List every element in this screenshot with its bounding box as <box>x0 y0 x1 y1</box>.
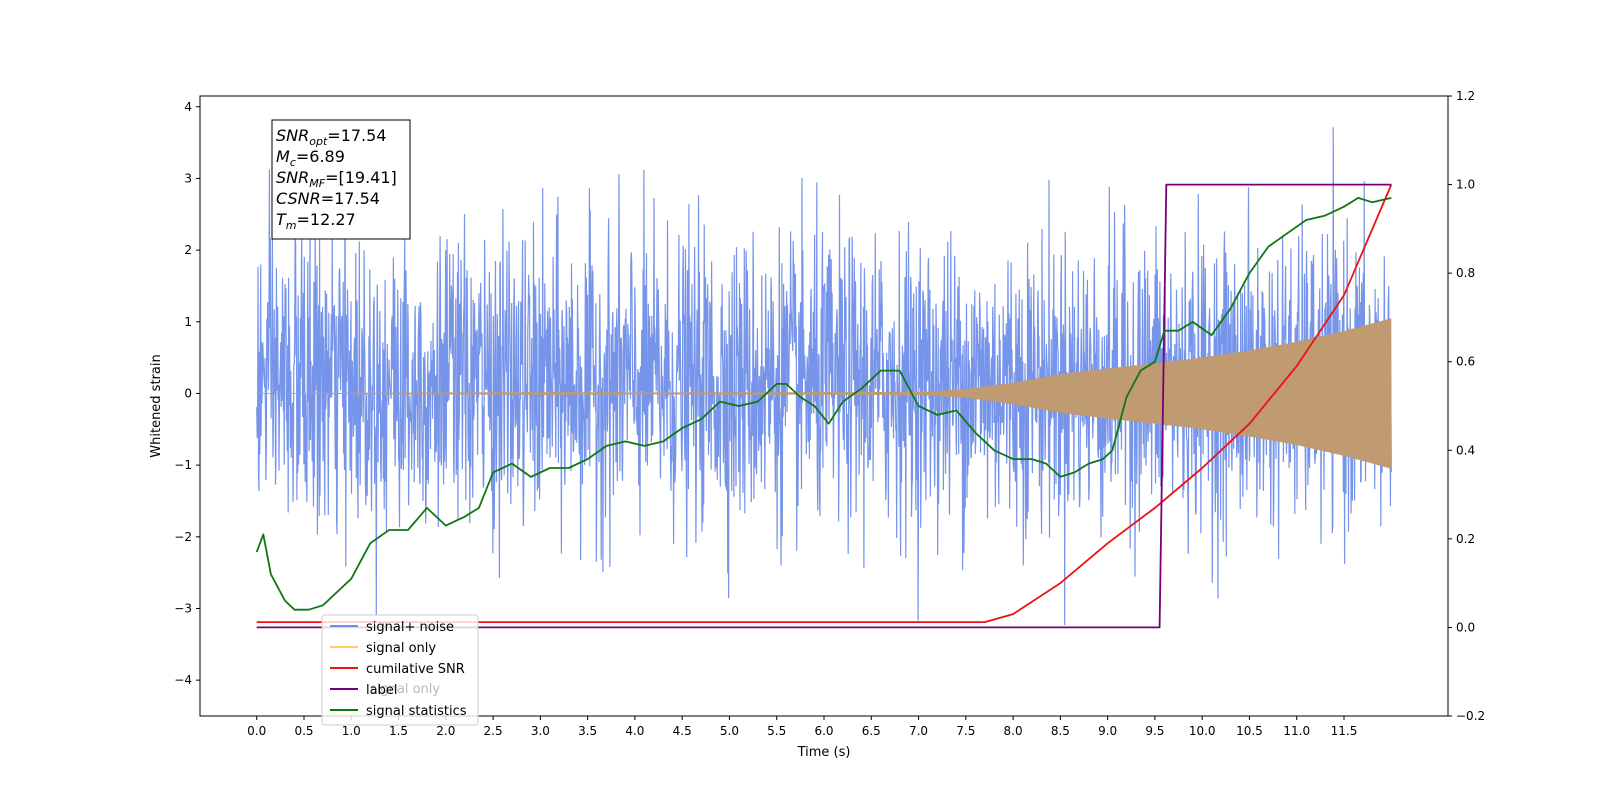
y-tick-label: 1 <box>184 315 192 329</box>
series-layer <box>255 127 1393 629</box>
y-axis-label: Whitened strain <box>149 354 164 457</box>
y-tick-label: 3 <box>184 171 192 185</box>
annotation-line: SNRopt=17.54 <box>276 126 387 148</box>
y-right-tick-label: 1.2 <box>1456 89 1475 103</box>
y-right-tick-label: 0.8 <box>1456 266 1475 280</box>
y-tick-label: −2 <box>174 530 192 544</box>
series-signal-noise-line <box>256 127 1392 626</box>
axes-layer: 0.0 0.5 1.0 1.5 2.0 2.5 3.0 3.5 4.0 4.5 5.0 5.5 6.0 6… <box>174 89 1485 738</box>
legend-ghost-text: signal only <box>370 682 440 697</box>
annotation-line: Mc=6.89 <box>276 147 345 169</box>
x-tick-label: 0.0 <box>247 724 266 738</box>
x-tick-label: 8.0 <box>1004 724 1023 738</box>
x-tick-label: 8.5 <box>1051 724 1070 738</box>
legend-entry-label: label <box>366 683 397 698</box>
y-right-tick-label: 0.6 <box>1456 355 1475 369</box>
x-tick-label: 10.5 <box>1236 724 1263 738</box>
x-tick-label: 2.0 <box>436 724 455 738</box>
y-right-tick-label: 0.4 <box>1456 443 1475 457</box>
y-tick-label: −4 <box>174 673 192 687</box>
legend-entry-label: signal only <box>366 641 436 656</box>
annotation-frame <box>271 119 411 240</box>
series-signal-only-line <box>256 318 1392 469</box>
x-tick-label: 0.5 <box>294 724 313 738</box>
y-right-tick-label: 0.0 <box>1456 620 1475 634</box>
x-tick-label: 3.0 <box>531 724 550 738</box>
legend-entry-label: cumilative SNR <box>366 662 465 677</box>
x-tick-label: 10.0 <box>1189 724 1216 738</box>
x-axis-label: Time (s) <box>797 745 851 760</box>
y-right-tick-label: −0.2 <box>1456 709 1485 723</box>
legend-entry-label: signal statistics <box>366 704 467 719</box>
y-tick-label: −1 <box>174 458 192 472</box>
annotation-line: Tm=12.27 <box>276 210 356 232</box>
x-tick-label: 2.5 <box>484 724 503 738</box>
x-tick-label: 3.5 <box>578 724 597 738</box>
y-right-tick-label: 0.2 <box>1456 532 1475 546</box>
x-tick-label: 4.0 <box>625 724 644 738</box>
annotation-box: SNRopt=17.54Mc=6.89SNRMF=[19.41]CSNR=17.… <box>271 119 411 240</box>
annotation-line: CSNR=17.54 <box>276 189 380 208</box>
x-tick-label: 5.0 <box>720 724 739 738</box>
x-tick-label: 7.0 <box>909 724 928 738</box>
series-label-line <box>256 183 1392 629</box>
y-tick-label: 2 <box>184 243 192 257</box>
x-tick-label: 11.5 <box>1331 724 1358 738</box>
series-signal-statistics-line <box>255 197 1392 611</box>
y-tick-label: −3 <box>174 601 192 615</box>
annotation-line: SNRMF=[19.41] <box>276 168 397 190</box>
legend-entry-label: signal+ noise <box>366 620 454 635</box>
y-right-tick-label: 1.0 <box>1456 178 1475 192</box>
y-tick-label: 0 <box>184 386 192 400</box>
x-tick-label: 6.5 <box>862 724 881 738</box>
x-tick-label: 1.5 <box>389 724 408 738</box>
series-cumulative-snr-line <box>256 184 1393 623</box>
x-tick-label: 11.0 <box>1283 724 1310 738</box>
x-tick-label: 7.5 <box>956 724 975 738</box>
legend: signal only signal+ noise signal only cumil… <box>321 614 479 726</box>
y-tick-label: 4 <box>184 100 192 114</box>
x-tick-label: 1.0 <box>342 724 361 738</box>
x-tick-label: 6.0 <box>814 724 833 738</box>
x-tick-label: 4.5 <box>673 724 692 738</box>
x-tick-label: 5.5 <box>767 724 786 738</box>
legend-frame <box>321 614 479 726</box>
x-tick-label: 9.0 <box>1098 724 1117 738</box>
x-tick-label: 9.5 <box>1145 724 1164 738</box>
